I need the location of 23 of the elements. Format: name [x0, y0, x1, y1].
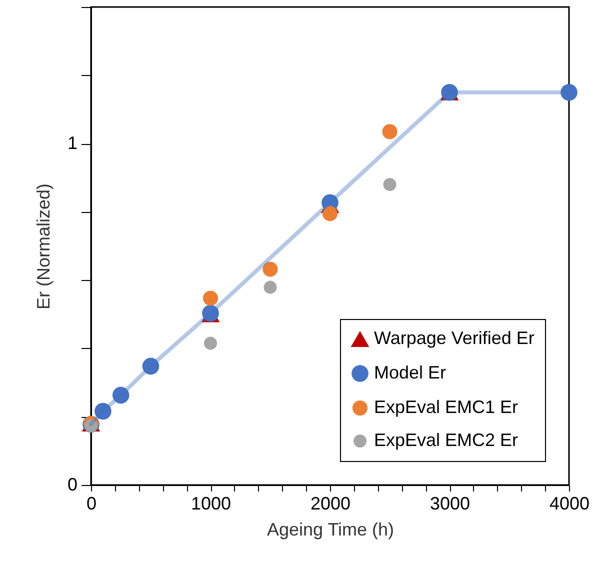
point [383, 178, 396, 192]
point [264, 280, 277, 294]
point [202, 290, 218, 306]
point [112, 386, 130, 404]
x-tick-label: 3000 [430, 494, 470, 514]
y-tick-label: 1 [67, 133, 78, 154]
x-tick-label: 0 [86, 494, 97, 514]
x-tick-label: 2000 [310, 494, 351, 514]
point [322, 206, 338, 222]
legend-label: Warpage Verified Er [374, 328, 534, 348]
legend-label: Model Er [374, 362, 446, 382]
point [382, 124, 398, 140]
legend-label: ExpEval EMC1 Er [374, 397, 518, 417]
y-axis-title: Er (Normalized) [33, 183, 54, 310]
point [560, 84, 578, 101]
point [204, 336, 218, 350]
x-axis-title: Ageing Time (h) [266, 520, 394, 540]
point [94, 402, 112, 420]
legend-label: ExpEval EMC2 Er [374, 430, 518, 450]
x-tick-label: 1000 [190, 494, 232, 514]
x-tick-label: 4000 [549, 494, 590, 514]
point [262, 262, 278, 277]
point [142, 358, 160, 375]
